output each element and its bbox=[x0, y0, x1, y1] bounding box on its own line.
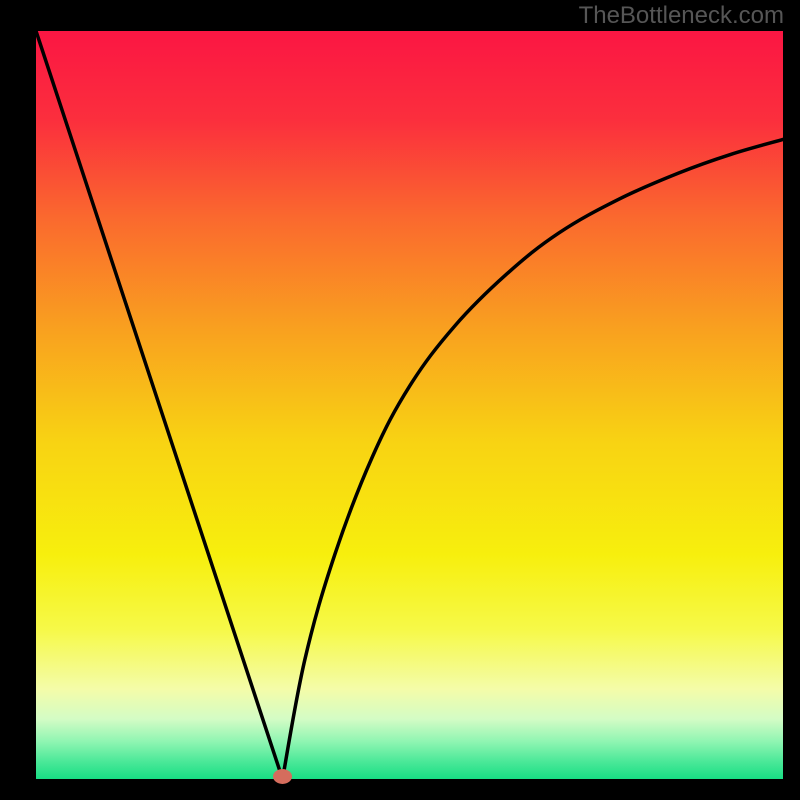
plot-area bbox=[36, 31, 783, 779]
bottleneck-curve bbox=[36, 31, 783, 779]
chart-frame: TheBottleneck.com bbox=[0, 0, 800, 800]
minimum-marker bbox=[273, 769, 292, 784]
watermark-text: TheBottleneck.com bbox=[579, 2, 784, 30]
